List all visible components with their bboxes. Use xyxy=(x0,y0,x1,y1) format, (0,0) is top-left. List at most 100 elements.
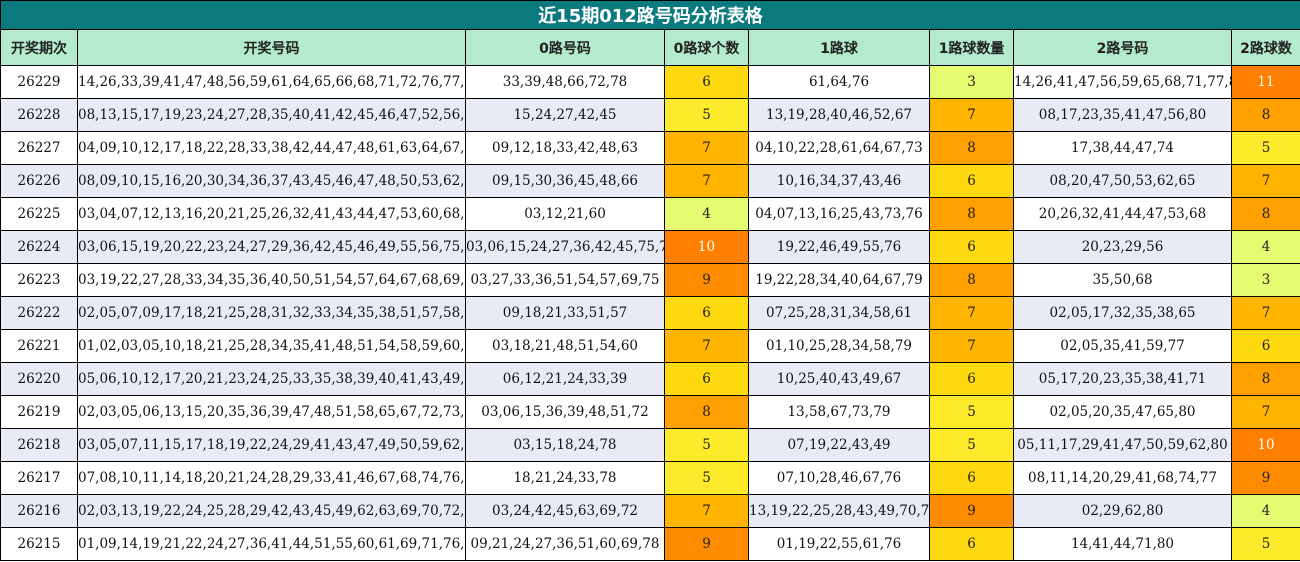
table-row: 26222 02,05,07,09,17,18,21,25,28,31,32,33… xyxy=(0,296,1300,330)
cell-route1-numbers: 13,19,28,40,46,52,67 xyxy=(748,98,930,132)
cell-issue: 26225 xyxy=(0,197,78,231)
cell-route1-count: 6 xyxy=(929,461,1014,495)
cell-issue: 26217 xyxy=(0,461,78,495)
table-title: 近15期012路号码分析表格 xyxy=(0,0,1300,30)
cell-numbers: 08,09,10,15,16,20,30,34,36,37,43,45,46,4… xyxy=(77,164,466,198)
table-row: 26223 03,19,22,27,28,33,34,35,36,40,50,51… xyxy=(0,263,1300,297)
header-route0-count: 0路球个数 xyxy=(664,29,749,66)
cell-issue: 26222 xyxy=(0,296,78,330)
cell-route2-numbers: 20,23,29,56 xyxy=(1013,230,1232,264)
cell-route2-count: 8 xyxy=(1231,98,1300,132)
cell-route1-count: 6 xyxy=(929,527,1014,561)
cell-route1-count: 8 xyxy=(929,263,1014,297)
table-row: 26227 04,09,10,12,17,18,22,28,33,38,42,44… xyxy=(0,131,1300,165)
cell-numbers: 01,02,03,05,10,18,21,25,28,34,35,41,48,5… xyxy=(77,329,466,363)
cell-route0-count: 6 xyxy=(664,296,749,330)
cell-route2-numbers: 05,11,17,29,41,47,50,59,62,80 xyxy=(1013,428,1232,462)
cell-route1-numbers: 07,19,22,43,49 xyxy=(748,428,930,462)
cell-numbers: 02,03,13,19,22,24,25,28,29,42,43,45,49,6… xyxy=(77,494,466,528)
cell-route2-count: 7 xyxy=(1231,395,1300,429)
cell-numbers: 03,05,07,11,15,17,18,19,22,24,29,41,43,4… xyxy=(77,428,466,462)
cell-route0-count: 6 xyxy=(664,362,749,396)
cell-route2-numbers: 02,05,35,41,59,77 xyxy=(1013,329,1232,363)
table-row: 26225 03,04,07,12,13,16,20,21,25,26,32,41… xyxy=(0,197,1300,231)
cell-route2-numbers: 08,11,14,20,29,41,68,74,77 xyxy=(1013,461,1232,495)
table-row: 26216 02,03,13,19,22,24,25,28,29,42,43,45… xyxy=(0,494,1300,528)
cell-route2-numbers: 14,41,44,71,80 xyxy=(1013,527,1232,561)
cell-route2-numbers: 35,50,68 xyxy=(1013,263,1232,297)
cell-issue: 26227 xyxy=(0,131,78,165)
cell-route0-numbers: 03,12,21,60 xyxy=(465,197,665,231)
cell-route2-numbers: 05,17,20,23,35,38,41,71 xyxy=(1013,362,1232,396)
cell-route0-numbers: 33,39,48,66,72,78 xyxy=(465,65,665,99)
cell-numbers: 04,09,10,12,17,18,22,28,33,38,42,44,47,4… xyxy=(77,131,466,165)
cell-route0-numbers: 03,15,18,24,78 xyxy=(465,428,665,462)
cell-route0-numbers: 03,24,42,45,63,69,72 xyxy=(465,494,665,528)
cell-route2-count: 7 xyxy=(1231,296,1300,330)
cell-route2-count: 4 xyxy=(1231,494,1300,528)
cell-route1-numbers: 07,25,28,31,34,58,61 xyxy=(748,296,930,330)
cell-numbers: 01,09,14,19,21,22,24,27,36,41,44,51,55,6… xyxy=(77,527,466,561)
cell-route0-count: 6 xyxy=(664,65,749,99)
cell-route0-count: 5 xyxy=(664,428,749,462)
cell-route2-numbers: 08,20,47,50,53,62,65 xyxy=(1013,164,1232,198)
cell-route2-numbers: 02,29,62,80 xyxy=(1013,494,1232,528)
cell-route2-count: 11 xyxy=(1231,65,1300,99)
cell-route0-count: 7 xyxy=(664,131,749,165)
cell-issue: 26229 xyxy=(0,65,78,99)
table-row: 26228 08,13,15,17,19,23,24,27,28,35,40,41… xyxy=(0,98,1300,132)
header-issue: 开奖期次 xyxy=(0,29,78,66)
cell-route1-numbers: 61,64,76 xyxy=(748,65,930,99)
cell-route0-count: 5 xyxy=(664,98,749,132)
header-route0-numbers: 0路号码 xyxy=(465,29,665,66)
table-row: 26217 07,08,10,11,14,18,20,21,24,28,29,33… xyxy=(0,461,1300,495)
cell-route1-count: 3 xyxy=(929,65,1014,99)
cell-issue: 26221 xyxy=(0,329,78,363)
table-row: 26221 01,02,03,05,10,18,21,25,28,34,35,41… xyxy=(0,329,1300,363)
cell-route1-count: 7 xyxy=(929,296,1014,330)
cell-route0-numbers: 09,15,30,36,45,48,66 xyxy=(465,164,665,198)
cell-route2-count: 10 xyxy=(1231,428,1300,462)
cell-route2-count: 5 xyxy=(1231,131,1300,165)
cell-route2-count: 3 xyxy=(1231,263,1300,297)
table-row: 26219 02,03,05,06,13,15,20,35,36,39,47,48… xyxy=(0,395,1300,429)
cell-route1-numbers: 19,22,28,34,40,64,67,79 xyxy=(748,263,930,297)
cell-route2-count: 7 xyxy=(1231,164,1300,198)
cell-route0-numbers: 03,06,15,36,39,48,51,72 xyxy=(465,395,665,429)
header-route1-numbers: 1路球 xyxy=(748,29,930,66)
cell-route0-count: 7 xyxy=(664,164,749,198)
cell-route1-numbers: 19,22,46,49,55,76 xyxy=(748,230,930,264)
cell-route0-count: 7 xyxy=(664,494,749,528)
cell-route1-numbers: 04,10,22,28,61,64,67,73 xyxy=(748,131,930,165)
cell-route0-count: 5 xyxy=(664,461,749,495)
cell-route0-numbers: 09,12,18,33,42,48,63 xyxy=(465,131,665,165)
table-row: 26220 05,06,10,12,17,20,21,23,24,25,33,35… xyxy=(0,362,1300,396)
cell-numbers: 03,06,15,19,20,22,23,24,27,29,36,42,45,4… xyxy=(77,230,466,264)
cell-numbers: 08,13,15,17,19,23,24,27,28,35,40,41,42,4… xyxy=(77,98,466,132)
cell-numbers: 07,08,10,11,14,18,20,21,24,28,29,33,41,4… xyxy=(77,461,466,495)
cell-numbers: 02,03,05,06,13,15,20,35,36,39,47,48,51,5… xyxy=(77,395,466,429)
cell-route0-count: 4 xyxy=(664,197,749,231)
cell-issue: 26226 xyxy=(0,164,78,198)
cell-route0-numbers: 06,12,21,24,33,39 xyxy=(465,362,665,396)
header-numbers: 开奖号码 xyxy=(77,29,466,66)
cell-route1-count: 8 xyxy=(929,131,1014,165)
cell-route0-numbers: 09,21,24,27,36,51,60,69,78 xyxy=(465,527,665,561)
cell-route0-count: 9 xyxy=(664,527,749,561)
header-route1-count: 1路球数量 xyxy=(929,29,1014,66)
cell-route0-numbers: 15,24,27,42,45 xyxy=(465,98,665,132)
cell-route0-count: 9 xyxy=(664,263,749,297)
cell-route1-numbers: 07,10,28,46,67,76 xyxy=(748,461,930,495)
cell-numbers: 05,06,10,12,17,20,21,23,24,25,33,35,38,3… xyxy=(77,362,466,396)
table-row: 26224 03,06,15,19,20,22,23,24,27,29,36,42… xyxy=(0,230,1300,264)
cell-route2-numbers: 17,38,44,47,74 xyxy=(1013,131,1232,165)
cell-route1-count: 5 xyxy=(929,428,1014,462)
table-row: 26226 08,09,10,15,16,20,30,34,36,37,43,45… xyxy=(0,164,1300,198)
cell-route2-count: 4 xyxy=(1231,230,1300,264)
cell-route0-count: 8 xyxy=(664,395,749,429)
cell-route2-numbers: 20,26,32,41,44,47,53,68 xyxy=(1013,197,1232,231)
cell-numbers: 02,05,07,09,17,18,21,25,28,31,32,33,34,3… xyxy=(77,296,466,330)
cell-route1-count: 7 xyxy=(929,98,1014,132)
cell-route0-numbers: 03,27,33,36,51,54,57,69,75 xyxy=(465,263,665,297)
